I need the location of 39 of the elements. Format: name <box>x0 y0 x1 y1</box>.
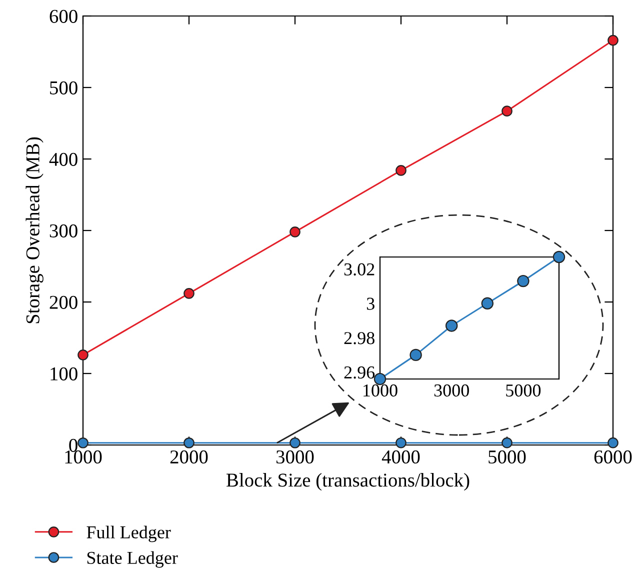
point <box>502 106 512 117</box>
x-tick-label: 3000 <box>434 384 469 397</box>
y-tick-label: 3 <box>366 298 374 310</box>
x-tick-label: 6000 <box>594 450 632 464</box>
y-tick-label: 2.98 <box>344 332 374 344</box>
legend-label: Full Ledger <box>86 526 171 542</box>
y-tick-label: 100 <box>50 367 78 380</box>
point <box>78 349 88 360</box>
x-tick-label: 2000 <box>170 450 208 464</box>
point <box>290 226 300 238</box>
x-tick-label: 4000 <box>382 450 420 464</box>
y-tick-label: 200 <box>50 296 78 309</box>
y-tick-label: 3.02 <box>344 263 374 276</box>
point <box>290 437 300 448</box>
y-tick-label: 0 <box>69 438 78 452</box>
point <box>608 34 618 46</box>
point <box>502 437 512 448</box>
point <box>396 165 406 176</box>
x-tick-label: 5000 <box>488 450 526 464</box>
point <box>184 437 194 448</box>
point <box>410 348 422 362</box>
x-tick-label: 1000 <box>65 450 102 464</box>
point <box>481 297 494 310</box>
legend-label: State Ledger <box>87 551 178 568</box>
y-tick-label: 500 <box>50 81 78 94</box>
y-tick-label: 300 <box>50 224 78 238</box>
x-tick-label: 5000 <box>506 384 541 397</box>
y-tick-label: 2.96 <box>344 366 375 379</box>
point <box>396 437 406 448</box>
point <box>552 250 566 264</box>
point <box>445 320 458 332</box>
y-axis-title: Storage Overhead (MB) <box>26 137 44 324</box>
point <box>517 274 530 288</box>
y-tick-label: 600 <box>50 10 78 23</box>
x-axis-title: Block Size (transactions/block) <box>226 473 470 491</box>
point <box>184 288 194 299</box>
y-tick-label: 400 <box>49 152 78 166</box>
x-tick-label: 1000 <box>364 384 398 397</box>
x-tick-label: 3000 <box>276 450 314 464</box>
